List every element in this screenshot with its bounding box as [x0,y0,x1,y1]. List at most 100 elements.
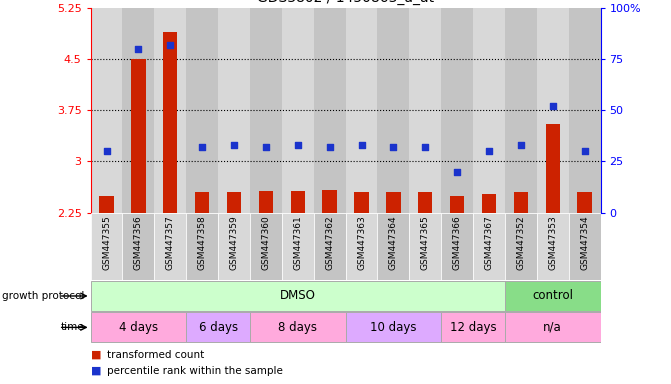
Bar [313,213,346,280]
Text: GSM447366: GSM447366 [453,215,462,270]
Bar [250,8,282,213]
Bar [442,312,505,343]
Bar [195,192,209,213]
Bar [250,213,282,280]
Point [229,142,240,148]
Text: GSM447353: GSM447353 [548,215,557,270]
Bar [123,213,154,280]
Bar [291,191,305,213]
Bar [546,124,560,213]
Point [324,144,335,150]
Text: time: time [60,323,84,333]
Bar [473,213,505,280]
Bar [346,312,441,343]
Point [515,142,526,148]
Text: growth protocol: growth protocol [1,291,84,301]
Bar [154,213,186,280]
Bar [218,8,250,213]
Bar [537,8,568,213]
Text: n/a: n/a [544,321,562,334]
Bar [250,312,346,343]
Bar [218,213,250,280]
Point [293,142,303,148]
Bar [450,195,464,213]
Point [420,144,431,150]
Text: 6 days: 6 days [199,321,238,334]
Text: GSM447362: GSM447362 [325,215,334,270]
Bar [568,8,601,213]
Text: GSM447358: GSM447358 [198,215,207,270]
Point [356,142,367,148]
Point [452,169,462,175]
Bar [505,8,537,213]
Text: 8 days: 8 days [278,321,317,334]
Text: GSM447360: GSM447360 [262,215,270,270]
Bar [377,8,409,213]
Bar [123,8,154,213]
Bar [505,213,537,280]
Text: percentile rank within the sample: percentile rank within the sample [107,366,283,376]
Bar [346,213,377,280]
Bar [537,213,568,280]
Bar [132,59,146,213]
Bar [409,213,442,280]
Bar [282,8,313,213]
Point [165,41,176,48]
Text: GSM447357: GSM447357 [166,215,174,270]
Bar [91,213,123,280]
Bar [282,213,313,280]
Bar [227,192,241,213]
Point [388,144,399,150]
Bar [505,312,601,343]
Text: transformed count: transformed count [107,350,205,360]
Text: ■: ■ [91,350,101,360]
Bar [91,281,505,311]
Bar [186,8,218,213]
Bar [186,213,218,280]
Point [484,148,495,154]
Bar [568,213,601,280]
Text: control: control [532,290,573,303]
Title: GDS3802 / 1450863_a_at: GDS3802 / 1450863_a_at [257,0,434,5]
Text: GSM447354: GSM447354 [580,215,589,270]
Bar [259,191,273,213]
Text: 10 days: 10 days [370,321,417,334]
Point [260,144,271,150]
Bar [346,8,377,213]
Bar [91,312,186,343]
Bar [482,194,496,213]
Bar [418,192,432,213]
Bar [442,213,473,280]
Bar [354,192,368,213]
Text: GSM447359: GSM447359 [229,215,238,270]
Text: ■: ■ [91,366,101,376]
Bar [99,195,113,213]
Text: GSM447364: GSM447364 [389,215,398,270]
Point [579,148,590,154]
Point [197,144,207,150]
Text: GSM447367: GSM447367 [484,215,493,270]
Text: GSM447363: GSM447363 [357,215,366,270]
Text: 12 days: 12 days [450,321,497,334]
Bar [578,192,592,213]
Point [548,103,558,109]
Text: GSM447365: GSM447365 [421,215,429,270]
Bar [377,213,409,280]
Bar [186,312,250,343]
Text: GSM447355: GSM447355 [102,215,111,270]
Bar [514,192,528,213]
Bar [442,8,473,213]
Bar [323,190,337,213]
Bar [163,31,177,213]
Point [133,46,144,52]
Bar [473,8,505,213]
Bar [505,281,601,311]
Text: DMSO: DMSO [280,290,315,303]
Text: 4 days: 4 days [119,321,158,334]
Text: GSM447352: GSM447352 [517,215,525,270]
Bar [409,8,442,213]
Bar [91,8,123,213]
Text: GSM447356: GSM447356 [134,215,143,270]
Point [101,148,112,154]
Bar [386,192,401,213]
